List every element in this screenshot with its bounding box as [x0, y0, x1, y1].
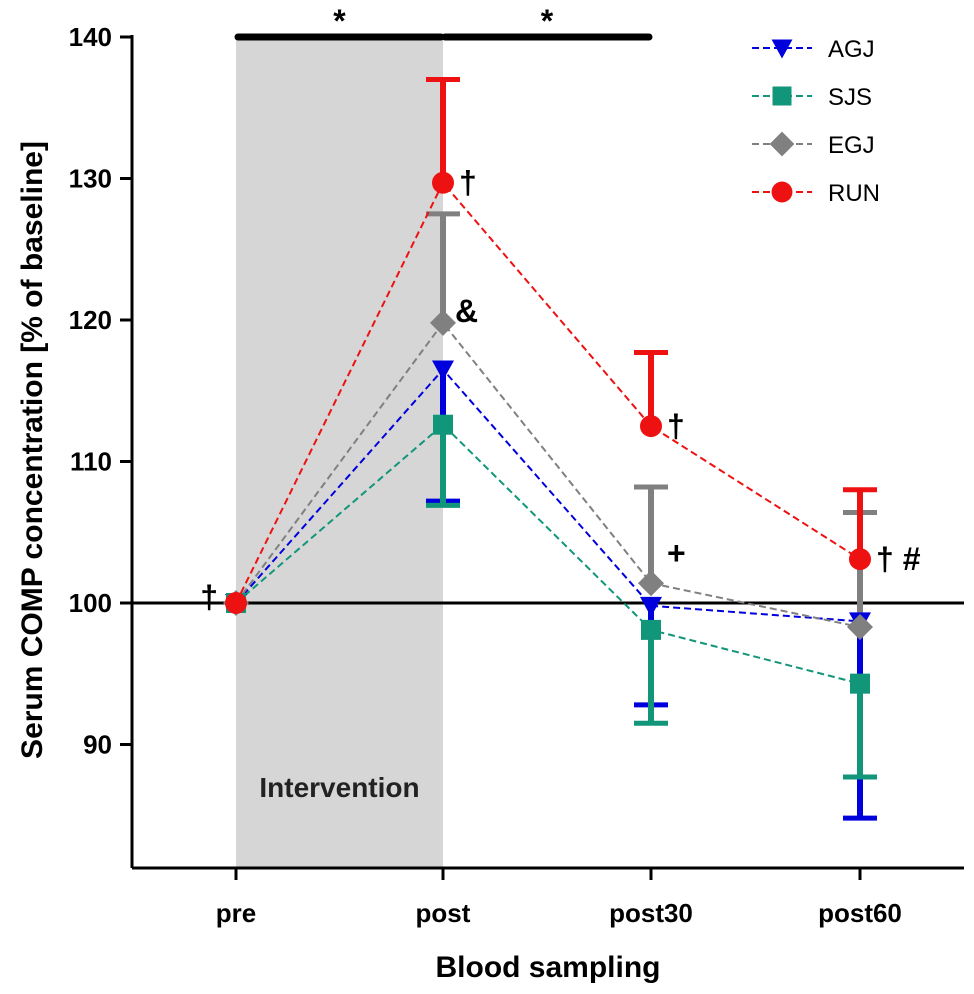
y-tick-label-120: 120: [69, 305, 112, 335]
legend-label-run: RUN: [828, 180, 880, 207]
legend-marker-run: [771, 181, 793, 203]
legend-label-sjs: SJS: [828, 84, 872, 111]
y-axis-title: Serum COMP concentration [% of baseline]: [16, 141, 49, 759]
y-tick-label-100: 100: [69, 588, 112, 618]
series-line-run: [235, 180, 861, 604]
x-tick-label-post: post: [416, 898, 471, 928]
x-tick-label-post30: post30: [609, 898, 693, 928]
significance-star-2: *: [541, 3, 554, 39]
point-run-pre: [225, 592, 247, 614]
significance-annotation-1: †: [200, 579, 218, 615]
significance-star-1: *: [333, 3, 346, 39]
x-tick-label-post60: post60: [818, 898, 902, 928]
point-run-post30: [640, 415, 662, 438]
point-sjs-post: [433, 414, 453, 435]
point-sjs-post30: [641, 619, 661, 640]
x-axis-title: Blood sampling: [436, 951, 661, 984]
point-egj-post30: [638, 570, 664, 597]
intervention-band: [236, 37, 443, 868]
intervention-label: Intervention: [259, 772, 419, 803]
point-sjs-post60: [850, 673, 870, 694]
legend-marker-sjs: [772, 86, 792, 106]
point-egj-post60: [847, 614, 873, 641]
y-tick-label-110: 110: [70, 447, 112, 477]
significance-annotation-5: +: [667, 535, 686, 571]
y-tick-label-90: 90: [83, 730, 112, 760]
y-tick-label-130: 130: [69, 164, 112, 194]
point-agj-post30: [640, 596, 662, 617]
series-line-agj: [235, 368, 861, 623]
y-tick-label-140: 140: [69, 22, 112, 52]
point-egj-post: [430, 309, 456, 336]
legend-label-agj: AGJ: [828, 36, 875, 63]
legend-label-egj: EGJ: [828, 132, 875, 159]
legend-marker-agj: [771, 39, 793, 59]
series-line-sjs: [235, 423, 861, 685]
point-agj-post: [432, 360, 454, 381]
significance-annotation-6: † #: [876, 541, 921, 577]
legend-marker-egj: [769, 131, 795, 157]
significance-annotation-2: †: [459, 165, 477, 201]
point-run-post60: [849, 548, 871, 571]
significance-annotation-3: &: [455, 293, 478, 329]
point-run-post: [432, 171, 454, 194]
x-tick-label-pre: pre: [216, 898, 256, 928]
significance-annotation-4: †: [667, 408, 685, 444]
